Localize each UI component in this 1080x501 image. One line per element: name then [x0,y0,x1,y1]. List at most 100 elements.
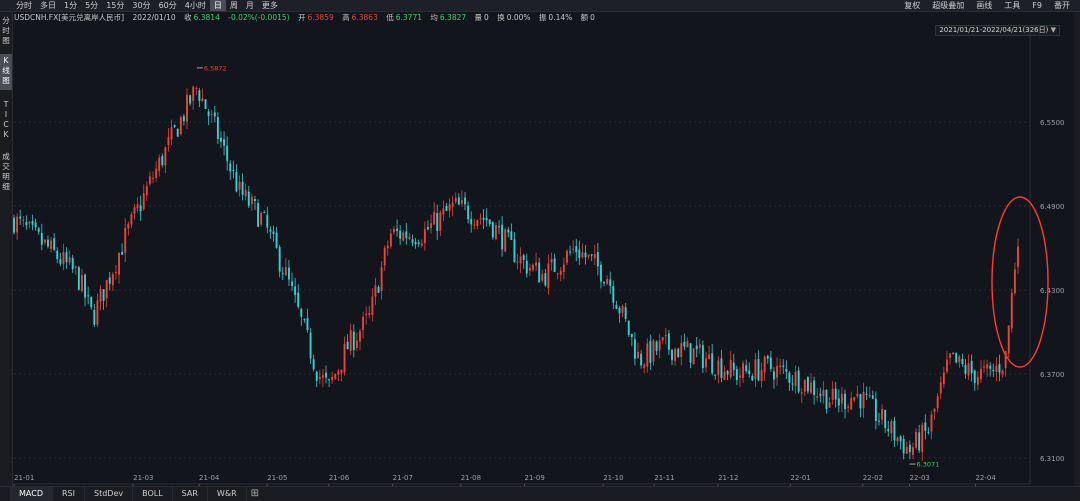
tab-sar[interactable]: SAR [173,487,208,501]
tab-stddev[interactable]: StdDev [85,487,134,501]
candle-body [544,273,547,286]
candle-body [294,286,297,296]
candle-body [566,250,568,263]
x-axis: 21-01 21-03 21-04 21-05 21-06 21-07 21-08 21-09… [13,474,996,486]
candle-body [71,258,74,269]
candle-body [371,296,374,315]
avg-label: 均 [430,13,438,22]
candle-body [726,370,729,375]
candle-body [797,370,800,392]
candle-body [677,348,680,358]
x-tick-label: 21-08 [461,474,481,482]
candle-body [615,304,618,309]
period-30min[interactable]: 30分 [132,1,151,10]
period-4hour[interactable]: 4小时 [184,1,206,10]
candle-body [118,253,120,275]
candle-body [939,382,942,394]
candle-body [272,231,275,234]
candle-body [220,137,222,142]
candle-body [559,270,562,275]
menu-f9[interactable]: F9 [1032,1,1042,10]
candle-body [596,252,599,267]
period-intraday[interactable]: 分时 [16,1,32,10]
candle-body [491,222,494,238]
candle-body [915,431,918,448]
candle-body [494,225,497,239]
period-1min[interactable]: 1分 [64,1,78,10]
candle-body [210,114,213,116]
candle-body [34,222,37,228]
period-week[interactable]: 周 [229,1,238,10]
candle-body [837,398,840,406]
menu-flip[interactable]: 番开 [1054,1,1070,10]
candle-body [834,388,837,400]
period-5min[interactable]: 5分 [85,1,99,10]
candle-body [257,203,260,227]
menu-tools[interactable]: 工具 [1004,1,1021,10]
candle-body [414,241,417,245]
period-day[interactable]: 日 [209,0,226,11]
candle-body [482,217,485,220]
candle-body [667,333,670,350]
candle-body [516,261,519,263]
max-marker-label: 6.5872 [204,64,227,72]
period-15min[interactable]: 15分 [106,1,125,10]
candle-body [976,376,979,385]
candle-body [312,359,315,370]
side-tab-intraday[interactable]: 分时图 [2,16,10,45]
candle-body [844,393,846,410]
period-month[interactable]: 月 [245,1,254,10]
period-more[interactable]: 更多 [261,1,278,10]
candle-body [998,364,1001,373]
candle-body [278,247,281,272]
menu-adjust[interactable]: 复权 [904,1,921,10]
candle-body [133,207,136,214]
tab-boll[interactable]: BOLL [133,487,173,501]
candle-body [389,233,392,247]
amplitude-value: 0.14% [548,13,573,22]
tab-wr[interactable]: W&R [208,487,247,501]
low-label: 低 [386,13,394,22]
candle-body [201,98,204,101]
date-range-selector[interactable]: 2021/01/21-2022/04/21(326日) ▼ [935,25,1060,36]
candle-body [473,224,476,226]
candle-body [674,348,677,361]
period-multiday[interactable]: 多日 [40,1,56,10]
candle-body [355,340,358,349]
side-tab-trades[interactable]: 成交明细 [2,152,10,191]
tab-macd[interactable]: MACD [10,487,53,501]
candle-body [223,139,226,146]
candle-body [340,369,343,374]
candle-body [213,112,216,117]
candle-body [152,177,154,179]
candle-body [65,252,68,262]
candle-body [683,341,686,347]
x-tick-label: 21-10 [603,474,623,482]
candle-body [318,376,321,380]
menu-overlay[interactable]: 超级叠加 [932,1,965,10]
candle-body [550,259,553,263]
candle-body [148,176,151,184]
x-tick-label: 22-03 [910,474,930,482]
candle-body [291,281,293,287]
tab-rsi[interactable]: RSI [53,487,85,501]
candle-body [912,447,914,455]
right-scroll-strip[interactable] [1074,12,1080,500]
candle-body [791,383,794,385]
candle-body [606,278,609,285]
candle-body [442,208,445,215]
candle-body [609,279,612,286]
candle-body [992,369,995,371]
add-tab-icon[interactable]: ⊞ [250,488,260,499]
candle-body [810,382,812,393]
candle-body [729,360,732,378]
candle-body [945,359,948,372]
menu-draw[interactable]: 画线 [976,1,993,10]
period-60min[interactable]: 60分 [158,1,177,10]
x-tick-label: 21-12 [718,474,738,482]
x-tick-label: 21-11 [654,474,674,482]
candlestick-series [13,85,1019,461]
